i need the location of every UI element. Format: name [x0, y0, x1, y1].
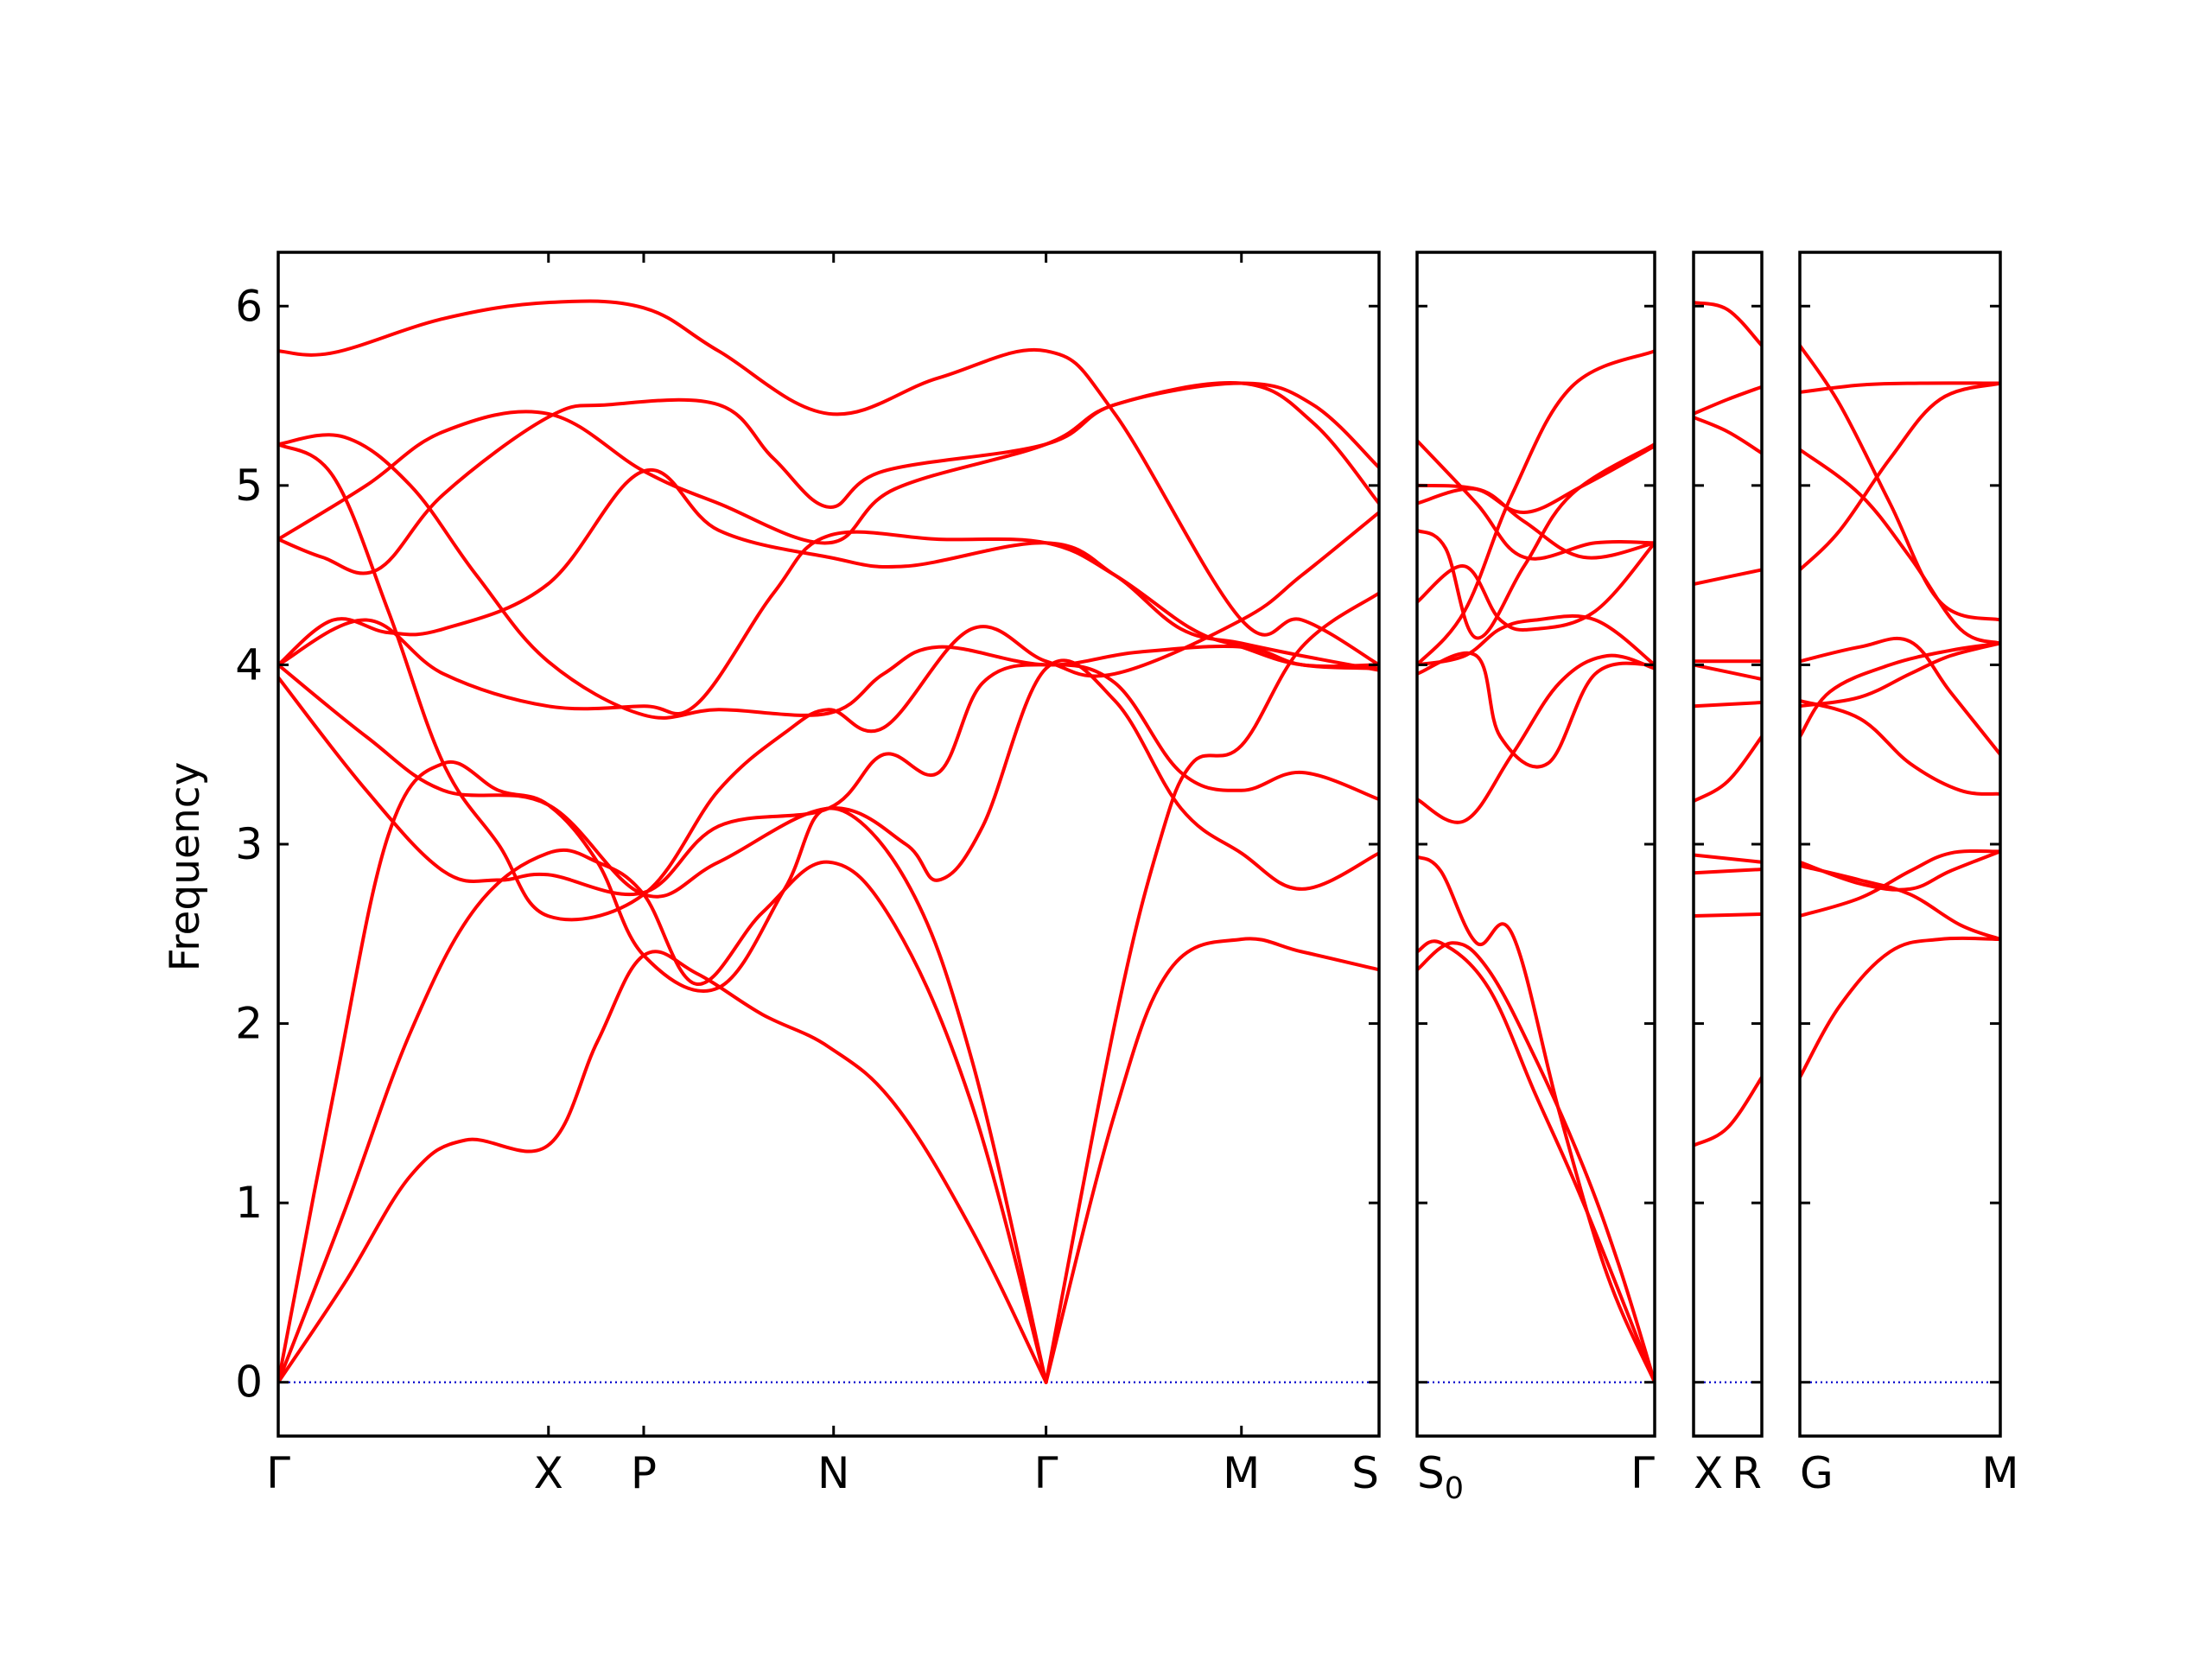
phonon-band-3 — [1417, 855, 1655, 1384]
phonon-band-5 — [1044, 591, 1379, 1384]
phonon-band-11 — [278, 380, 1379, 545]
phonon-band-3 — [278, 760, 1048, 1384]
panel-frame — [1798, 251, 2002, 1438]
phonon-band-8 — [1800, 636, 2000, 757]
phonon-band-9 — [1694, 568, 1762, 586]
panel-content — [1800, 343, 2000, 1383]
phonon-band-12 — [1694, 301, 1762, 347]
phonon-band-2 — [1417, 939, 1655, 1384]
phonon-band-5 — [1694, 734, 1762, 804]
y-tick-label: 1 — [235, 1178, 263, 1228]
phonon-band-7 — [1417, 541, 1655, 632]
phonon-band-12 — [1800, 343, 2000, 622]
phonon-band-10 — [278, 381, 1379, 575]
y-tick-label: 6 — [235, 281, 263, 331]
phonon-band-11 — [1417, 439, 1655, 561]
x-tick-label: Γ — [266, 1448, 290, 1498]
x-tick-label: N — [817, 1448, 849, 1498]
phonon-band-4 — [1694, 853, 1762, 864]
x-tick-label: P — [631, 1448, 657, 1498]
phonon-band-9 — [1800, 381, 2000, 572]
phonon-band-9 — [1417, 486, 1655, 560]
phonon-band-2 — [1694, 912, 1762, 918]
x-tick-label: M — [1981, 1448, 2018, 1498]
x-tick-label: R — [1732, 1448, 1762, 1498]
phonon-band-4 — [1044, 937, 1379, 1384]
phonon-band-6 — [1800, 641, 2000, 709]
panel-content — [1694, 301, 1762, 1383]
phonon-band-9 — [278, 530, 1379, 715]
phonon-band-13 — [278, 442, 1379, 922]
phonon-band-1 — [278, 950, 1048, 1384]
x-tick-label: M — [1223, 1448, 1260, 1498]
phonon-band-1 — [1800, 936, 2000, 1079]
panel-frame — [1415, 251, 1656, 1438]
phonon-band-1 — [1694, 1075, 1762, 1147]
phonon-band-4 — [1417, 653, 1655, 824]
x-tick-label: Γ — [1034, 1448, 1058, 1498]
y-axis-label: Frequency — [162, 762, 209, 972]
panel-content — [1417, 349, 1655, 1384]
phonon-band-2 — [1800, 849, 2000, 918]
x-tick-label: Γ — [1630, 1448, 1655, 1498]
phonon-band-14 — [278, 299, 1379, 667]
x-tick-label: X — [534, 1448, 563, 1498]
x-tick-label: G — [1800, 1448, 1834, 1498]
y-tick-label: 2 — [235, 999, 263, 1049]
phonon-band-7 — [1800, 698, 2000, 796]
y-tick-label: 5 — [235, 461, 263, 511]
phonon-band-4 — [1800, 849, 2000, 892]
y-tick-label: 0 — [235, 1357, 263, 1408]
phonon-band-11 — [1694, 385, 1762, 416]
phonon-band-10 — [1694, 416, 1762, 455]
panel-content — [278, 299, 1379, 1384]
y-tick-label: 4 — [235, 639, 263, 690]
phonon-band-2 — [278, 848, 1048, 1384]
phonon-band-12 — [1417, 349, 1655, 667]
band-panel-1: Γ X P N Γ M S 0 1 2 3 4 5 6 — [235, 251, 1381, 1498]
phonon-band-1 — [1417, 941, 1655, 1384]
x-tick-label: S0 — [1417, 1448, 1464, 1506]
phonon-band-6 — [278, 663, 1379, 897]
y-tick-label: 3 — [235, 819, 263, 869]
phonon-band-5 — [1800, 641, 2000, 739]
phonon-band-6 — [1694, 701, 1762, 709]
phonon-band-3 — [1694, 868, 1762, 875]
x-tick-label: S — [1351, 1448, 1379, 1498]
phonon-band-11 — [1800, 381, 2000, 394]
phonon-band-7 — [278, 658, 1379, 899]
band-panel-2: S0 Γ — [1415, 251, 1656, 1506]
x-tick-label: X — [1694, 1448, 1723, 1498]
phonon-band-7 — [1694, 663, 1762, 681]
phonon-band-5 — [1417, 651, 1655, 769]
x-tick-label-subscript: 0 — [1445, 1471, 1464, 1506]
phonon-band-6 — [1417, 613, 1655, 667]
phonon-band-3 — [1800, 863, 2000, 941]
phonon-band-10 — [1800, 448, 2000, 645]
phonon-band-12 — [278, 433, 1379, 720]
